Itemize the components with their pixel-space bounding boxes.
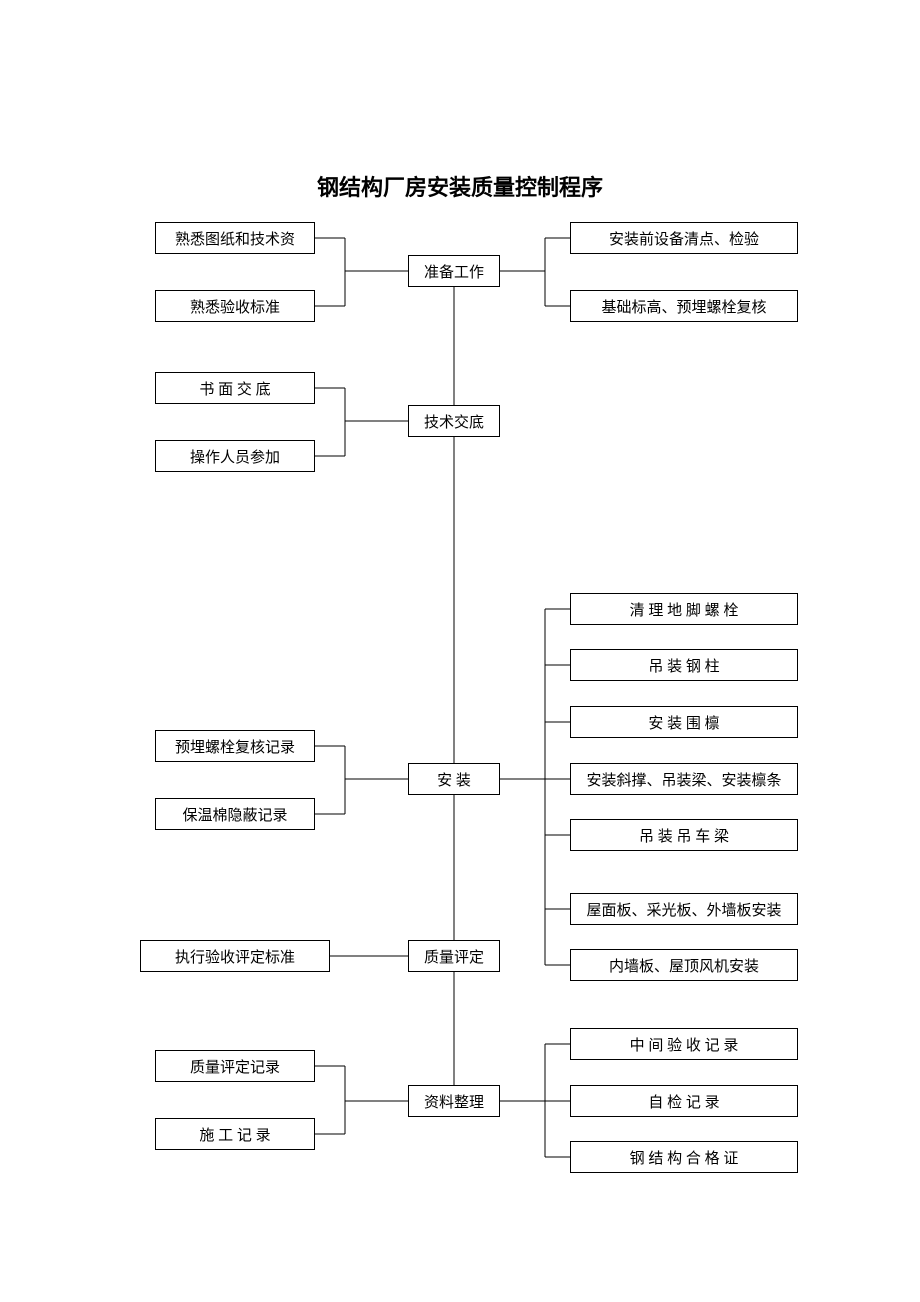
flow-branch: 质量评定记录: [155, 1050, 315, 1082]
flow-branch: 操作人员参加: [155, 440, 315, 472]
flow-branch: 安 装 围 檩: [570, 706, 798, 738]
flow-branch: 执行验收评定标准: [140, 940, 330, 972]
flow-branch: 清 理 地 脚 螺 栓: [570, 593, 798, 625]
flow-branch: 基础标高、预埋螺栓复核: [570, 290, 798, 322]
flow-step: 质量评定: [408, 940, 500, 972]
flow-branch: 安装斜撑、吊装梁、安装檩条: [570, 763, 798, 795]
page-title: 钢结构厂房安装质量控制程序: [0, 170, 920, 202]
flow-branch: 安装前设备清点、检验: [570, 222, 798, 254]
flow-step: 资料整理: [408, 1085, 500, 1117]
flow-branch: 施 工 记 录: [155, 1118, 315, 1150]
flow-branch: 中 间 验 收 记 录: [570, 1028, 798, 1060]
flow-branch: 自 检 记 录: [570, 1085, 798, 1117]
flow-step: 安 装: [408, 763, 500, 795]
flow-branch: 内墙板、屋顶风机安装: [570, 949, 798, 981]
flow-branch: 熟悉验收标准: [155, 290, 315, 322]
flow-branch: 保温棉隐蔽记录: [155, 798, 315, 830]
flow-step: 技术交底: [408, 405, 500, 437]
flow-branch: 预埋螺栓复核记录: [155, 730, 315, 762]
flow-branch: 吊 装 钢 柱: [570, 649, 798, 681]
flow-branch: 吊 装 吊 车 梁: [570, 819, 798, 851]
flow-branch: 钢 结 构 合 格 证: [570, 1141, 798, 1173]
flow-branch: 熟悉图纸和技术资: [155, 222, 315, 254]
flow-branch: 屋面板、采光板、外墙板安装: [570, 893, 798, 925]
flow-branch: 书 面 交 底: [155, 372, 315, 404]
flow-step: 准备工作: [408, 255, 500, 287]
